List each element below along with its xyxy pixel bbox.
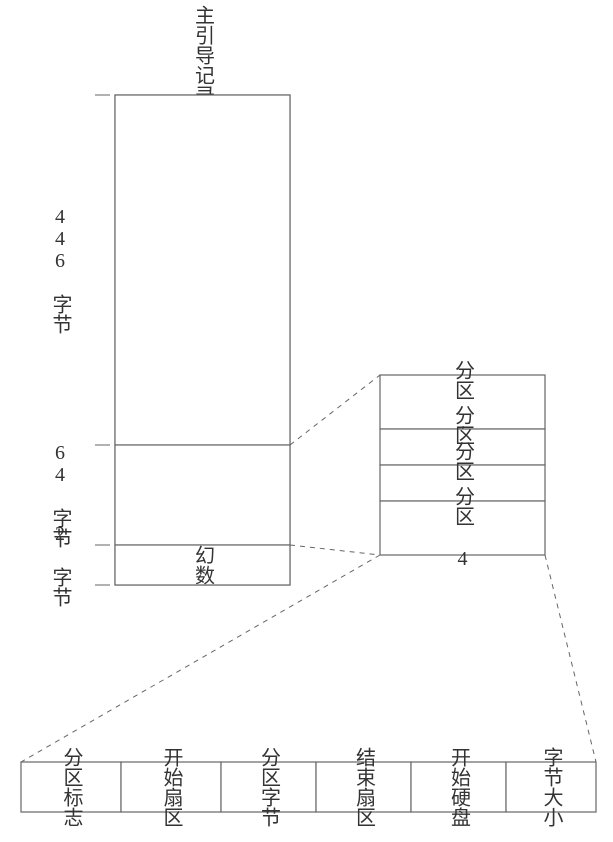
expand-line-bottom [290, 545, 380, 555]
field-label-1: 开始扇区 [160, 747, 183, 827]
partition-label-3: 分区 4 [452, 486, 475, 570]
field-label-2: 分区字节 [258, 747, 281, 827]
mbr-row-0 [115, 95, 290, 445]
field-label-5: 字节大小 [540, 747, 563, 827]
mbr-row-size-2: 2 字节 [49, 523, 71, 607]
expand2-right [545, 555, 596, 762]
mbr-diagram: 主引导记录446 字节64 字节幻数2 字节分区 1分区 2分区 3分区 4分区… [0, 0, 613, 842]
expand2-left [21, 555, 380, 762]
mbr-row-size-0: 446 字节 [49, 206, 71, 334]
mbr-title: 主引导记录 [192, 5, 215, 105]
field-label-4: 开始硬盘 [448, 747, 471, 827]
field-label-0: 分区标志 [60, 747, 83, 827]
expand-line-top [290, 375, 380, 445]
field-label-3: 结束扇区 [353, 747, 376, 827]
mbr-row-1 [115, 445, 290, 545]
mbr-row-label-2: 幻数 [192, 545, 215, 585]
